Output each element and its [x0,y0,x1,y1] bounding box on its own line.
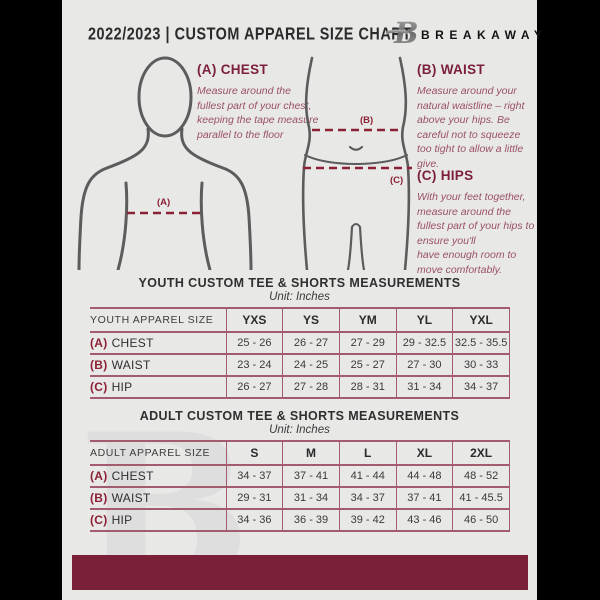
measurement-cell: 36 - 39 [282,508,340,532]
measurement-cell: 29 - 31 [225,486,283,509]
measurement-cell: 44 - 48 [395,464,453,487]
measurement-cell: 26 - 27 [282,331,340,354]
size-header-2xl: 2XL [452,440,510,465]
chest-heading: (A) CHEST [197,62,268,77]
breakaway-logo-icon: B [385,16,418,48]
youth-hip-row: (C) HIP 26 - 27 27 - 28 28 - 31 31 - 34 3… [90,375,510,399]
youth-waist-label: (B) WAIST [90,353,226,376]
youth-waist-row: (B) WAIST 23 - 24 24 - 25 25 - 27 27 - 30… [90,353,510,376]
measurement-cell: 37 - 41 [395,486,453,509]
measurement-cell: 24 - 25 [282,353,340,376]
adult-chest-row: (A) CHEST 34 - 37 37 - 41 41 - 44 44 - 48… [90,464,510,487]
row-label: CHEST [111,469,154,483]
measurement-cell: 31 - 34 [395,375,453,399]
footer-bar [72,555,528,590]
adult-hip-label: (C) HIP [90,508,226,532]
row-prefix: (B) [90,358,108,372]
youth-section-unit: Unit: Inches [269,291,330,303]
size-header-yxl: YXL [452,307,510,332]
hips-text: With your feet together, measure around … [417,191,535,276]
measurement-cell: 39 - 42 [338,508,397,532]
adult-waist-row: (B) WAIST 29 - 31 31 - 34 34 - 37 37 - 41… [90,486,510,509]
chest-instructions: (A) CHEST Measure around the fullest par… [197,62,319,142]
hips-instructions: (C) HIPS With your feet together, measur… [417,168,537,277]
chest-text: Measure around the fullest part of your … [197,85,319,141]
measurement-cell: 27 - 29 [338,331,397,354]
hips-marker-label: (C) [390,175,403,186]
youth-size-column-header: YOUTH APPAREL SIZE [90,307,226,332]
youth-section-title: YOUTH CUSTOM TEE & SHORTS MEASUREMENTS [138,276,461,290]
youth-table-header-row: YOUTH APPAREL SIZE YXS YS YM YL YXL [90,307,510,332]
measurement-cell: 48 - 52 [452,464,510,487]
row-prefix: (C) [90,513,108,527]
waist-heading: (B) WAIST [417,62,485,77]
waist-instructions: (B) WAIST Measure around your natural wa… [417,62,533,171]
size-header-xl: XL [395,440,453,465]
size-header-yl: YL [395,307,453,332]
measurement-cell: 29 - 32.5 [395,331,453,354]
row-label: HIP [111,380,133,394]
youth-chest-row: (A) CHEST 25 - 26 26 - 27 27 - 29 29 - 32… [90,331,510,354]
row-label: CHEST [111,336,154,350]
adult-size-table: ADULT APPAREL SIZE S M L XL 2XL (A) CHEST… [90,440,510,532]
adult-table-header-row: ADULT APPAREL SIZE S M L XL 2XL [90,440,510,465]
adult-waist-label: (B) WAIST [90,486,226,509]
row-prefix: (A) [90,469,108,483]
adult-section-title: ADULT CUSTOM TEE & SHORTS MEASUREMENTS [139,409,460,423]
adult-chest-label: (A) CHEST [90,464,226,487]
measurement-cell: 41 - 44 [338,464,397,487]
size-header-m: M [282,440,340,465]
measurement-cell: 25 - 27 [338,353,397,376]
youth-hip-label: (C) HIP [90,375,226,399]
page-title: 2022/2023 | CUSTOM APPAREL SIZE CHART [88,25,412,45]
measurement-cell: 23 - 24 [225,353,283,376]
lower-body-figure-icon: (B) (C) [301,56,412,270]
row-prefix: (C) [90,380,108,394]
measurement-cell: 34 - 37 [225,464,283,487]
upper-body-figure-icon: (A) [77,56,253,270]
measurement-cell: 34 - 37 [452,375,510,399]
measurement-cell: 43 - 46 [395,508,453,532]
measurement-cell: 30 - 33 [452,353,510,376]
measurement-cell: 46 - 50 [452,508,510,532]
size-header-ym: YM [338,307,397,332]
measurement-cell: 28 - 31 [338,375,397,399]
measurement-cell: 25 - 26 [225,331,283,354]
chest-marker-label: (A) [157,197,170,208]
size-header-l: L [338,440,397,465]
size-header-yxs: YXS [225,307,283,332]
size-header-ys: YS [282,307,340,332]
row-label: WAIST [111,358,151,372]
measurement-cell: 31 - 34 [282,486,340,509]
row-label: HIP [111,513,133,527]
brand-name: BREAKAWAY [421,28,548,42]
waist-marker-label: (B) [360,115,373,126]
hips-heading: (C) HIPS [417,168,474,183]
adult-section-unit: Unit: Inches [269,424,330,436]
adult-size-column-header: ADULT APPAREL SIZE [90,440,226,465]
size-header-s: S [225,440,283,465]
waist-text: Measure around your natural waistline – … [417,85,525,170]
measurement-cell: 27 - 28 [282,375,340,399]
youth-chest-label: (A) CHEST [90,331,226,354]
youth-size-table: YOUTH APPAREL SIZE YXS YS YM YL YXL (A) C… [90,307,510,399]
measurement-cell: 32.5 - 35.5 [452,331,510,354]
row-prefix: (A) [90,336,108,350]
measurement-cell: 26 - 27 [225,375,283,399]
measurement-cell: 41 - 45.5 [452,486,510,509]
measurement-cell: 37 - 41 [282,464,340,487]
measurement-cell: 34 - 37 [338,486,397,509]
adult-hip-row: (C) HIP 34 - 36 36 - 39 39 - 42 43 - 46 4… [90,508,510,532]
row-label: WAIST [111,491,151,505]
measurement-cell: 27 - 30 [395,353,453,376]
row-prefix: (B) [90,491,108,505]
measurement-cell: 34 - 36 [225,508,283,532]
